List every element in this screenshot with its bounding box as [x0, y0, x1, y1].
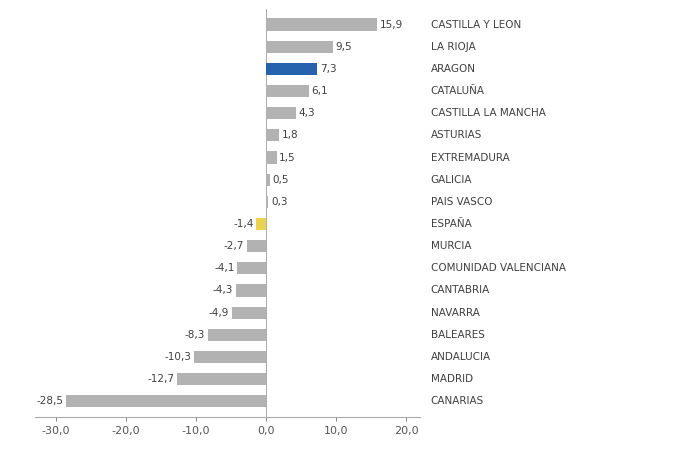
Text: CANARIAS: CANARIAS	[430, 396, 484, 406]
Text: -10,3: -10,3	[164, 352, 191, 362]
Text: 0,3: 0,3	[271, 197, 288, 207]
Text: MADRID: MADRID	[430, 374, 473, 384]
Text: -28,5: -28,5	[36, 396, 64, 406]
Text: 1,5: 1,5	[279, 153, 296, 163]
Bar	[208, 329, 266, 341]
Bar	[177, 373, 266, 385]
Text: -1,4: -1,4	[233, 219, 253, 229]
Bar	[236, 284, 266, 297]
Text: BALEARES: BALEARES	[430, 330, 484, 340]
Text: -4,3: -4,3	[213, 285, 233, 295]
Text: CATALUÑA: CATALUÑA	[430, 86, 484, 96]
Text: EXTREMADURA: EXTREMADURA	[430, 153, 510, 163]
Bar	[266, 63, 317, 75]
Bar	[237, 262, 266, 275]
Text: 15,9: 15,9	[380, 19, 403, 29]
Text: 1,8: 1,8	[281, 130, 298, 140]
Bar	[266, 85, 309, 97]
Bar	[266, 107, 296, 119]
Text: -12,7: -12,7	[147, 374, 174, 384]
Text: CANTABRIA: CANTABRIA	[430, 285, 490, 295]
Bar	[266, 129, 279, 141]
Text: MURCIA: MURCIA	[430, 241, 471, 251]
Bar	[256, 218, 266, 230]
Text: NAVARRA: NAVARRA	[430, 308, 480, 318]
Text: -8,3: -8,3	[185, 330, 205, 340]
Text: -2,7: -2,7	[224, 241, 244, 251]
Text: -4,1: -4,1	[214, 263, 234, 273]
Bar	[66, 395, 266, 407]
Text: -4,9: -4,9	[209, 308, 229, 318]
Text: LA RIOJA: LA RIOJA	[430, 42, 475, 52]
Text: 0,5: 0,5	[272, 175, 289, 185]
Text: GALICIA: GALICIA	[430, 175, 472, 185]
Text: 4,3: 4,3	[299, 108, 316, 118]
Text: ARAGON: ARAGON	[430, 64, 475, 74]
Text: ESPAÑA: ESPAÑA	[430, 219, 471, 229]
Text: 9,5: 9,5	[335, 42, 352, 52]
Text: PAIS VASCO: PAIS VASCO	[430, 197, 492, 207]
Bar	[266, 19, 377, 31]
Text: CASTILLA LA MANCHA: CASTILLA LA MANCHA	[430, 108, 545, 118]
Text: COMUNIDAD VALENCIANA: COMUNIDAD VALENCIANA	[430, 263, 566, 273]
Bar	[266, 173, 270, 186]
Bar	[247, 240, 266, 252]
Bar	[194, 351, 266, 363]
Bar	[266, 196, 268, 208]
Text: 6,1: 6,1	[312, 86, 328, 96]
Text: ANDALUCIA: ANDALUCIA	[430, 352, 491, 362]
Bar	[232, 307, 266, 319]
Text: CASTILLA Y LEON: CASTILLA Y LEON	[430, 19, 521, 29]
Text: 7,3: 7,3	[320, 64, 337, 74]
Bar	[266, 41, 332, 53]
Text: ASTURIAS: ASTURIAS	[430, 130, 482, 140]
Bar	[266, 151, 276, 164]
